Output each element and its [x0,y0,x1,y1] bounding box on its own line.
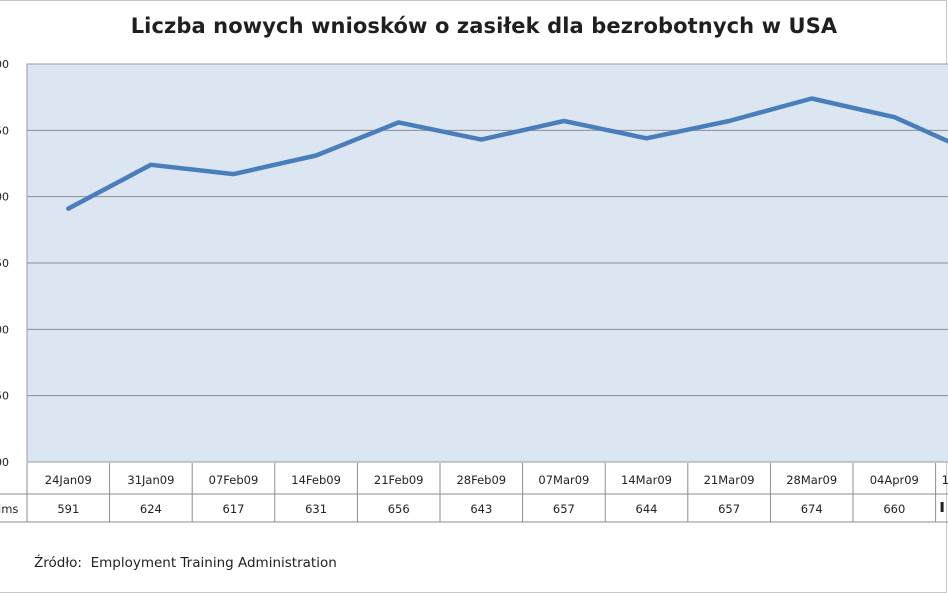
x-tick-label: 24Jan09 [45,473,92,487]
series-label: ims [0,502,18,516]
y-tick-label: 50 [0,390,9,403]
data-label: 624 [140,502,162,516]
source-text: Employment Training Administration [90,555,337,571]
x-tick-label: 21Mar09 [704,473,755,487]
data-label: 656 [388,502,410,516]
y-tick-label: 00 [0,323,9,336]
source-label: Źródło: [34,555,82,571]
x-tick-label: 14Mar09 [621,473,672,487]
data-label: 660 [883,502,905,516]
data-label: 657 [718,502,740,516]
series-line-claims [66,96,948,211]
y-tick-label: 00 [0,58,9,71]
x-tick-label: 07Feb09 [209,473,259,487]
data-label: 644 [636,502,658,516]
data-label-partial [940,502,944,512]
x-tick-label-partial: 1 [942,473,948,487]
data-label: 631 [305,502,327,516]
data-label: 591 [57,502,79,516]
data-label: 657 [553,502,575,516]
y-tick-label: 50 [0,257,9,270]
x-tick-label: 04Apr09 [870,473,919,487]
y-tick-label: 00 [0,191,9,204]
x-tick-label: 14Feb09 [291,473,341,487]
data-label: 674 [801,502,823,516]
x-tick-label: 21Feb09 [374,473,424,487]
x-tick-label: 07Mar09 [538,473,589,487]
data-label: 617 [223,502,245,516]
y-tick-label: 00 [0,456,9,469]
data-label: 643 [470,502,492,516]
x-tick-label: 31Jan09 [127,473,174,487]
x-tick-label: 28Feb09 [456,473,506,487]
source-note: Źródło: Employment Training Administrati… [34,555,337,571]
x-tick-label: 28Mar09 [786,473,837,487]
y-tick-label: 50 [0,124,9,137]
chart-title: Liczba nowych wniosków o zasiłek dla bez… [130,14,838,38]
